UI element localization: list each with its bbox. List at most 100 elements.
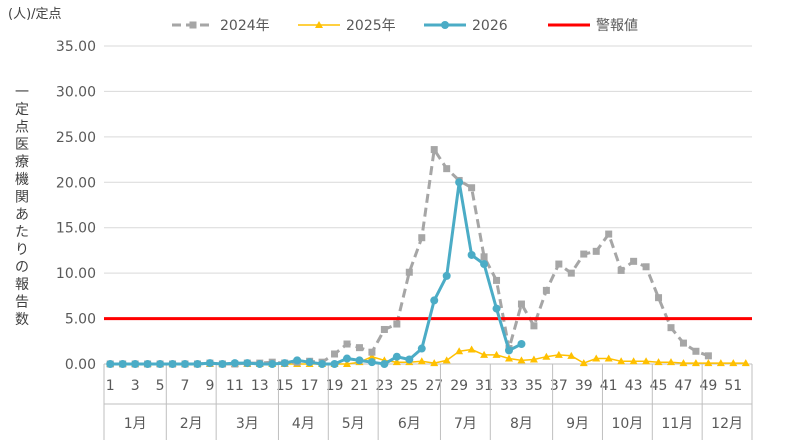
x-tick-label: 43 bbox=[625, 378, 643, 394]
legend-item: 2026 bbox=[424, 18, 508, 34]
y-tick-label: 15.00 bbox=[56, 221, 96, 237]
data-point-2025 bbox=[629, 357, 638, 365]
x-tick-label: 41 bbox=[600, 378, 618, 394]
data-point-2026 bbox=[280, 359, 289, 368]
data-point-2026 bbox=[367, 358, 376, 367]
data-point-2025 bbox=[343, 360, 351, 367]
data-point-2026 bbox=[268, 360, 277, 368]
gridlines bbox=[104, 45, 752, 365]
data-point-2024 bbox=[380, 325, 388, 333]
y-axis-label-char: 告 bbox=[15, 294, 29, 310]
data-point-2026 bbox=[318, 360, 327, 368]
x-tick-label: 9 bbox=[205, 378, 214, 394]
y-tick-label: 20.00 bbox=[56, 175, 96, 191]
data-point-2025 bbox=[704, 359, 713, 367]
x-tick-label: 47 bbox=[675, 378, 693, 394]
legend-swatch-marker bbox=[315, 21, 323, 28]
x-tick-label: 49 bbox=[699, 378, 717, 394]
x-tick-label: 25 bbox=[400, 378, 418, 394]
y-axis-label-char: 療 bbox=[15, 153, 29, 170]
data-point-2024 bbox=[667, 324, 675, 332]
data-point-2025 bbox=[604, 354, 613, 362]
month-label: 1月 bbox=[124, 416, 147, 432]
data-point-2026 bbox=[492, 304, 501, 313]
y-unit-label: (人)/定点 bbox=[8, 7, 62, 22]
month-label: 9月 bbox=[566, 416, 589, 432]
legend-label: 警報値 bbox=[596, 18, 638, 34]
data-point-2026 bbox=[168, 360, 177, 368]
data-point-2026 bbox=[305, 358, 314, 367]
data-point-2024 bbox=[580, 250, 588, 258]
data-point-2024 bbox=[592, 247, 600, 255]
data-point-2026 bbox=[480, 260, 489, 269]
data-point-2025 bbox=[567, 351, 576, 359]
y-tick-label: 25.00 bbox=[56, 130, 96, 146]
y-axis-label-char: の bbox=[15, 259, 29, 275]
data-point-2026 bbox=[330, 360, 339, 368]
y-axis-label-char: あ bbox=[15, 207, 29, 223]
data-point-2025 bbox=[480, 350, 489, 358]
data-point-2025 bbox=[492, 350, 501, 358]
data-point-2026 bbox=[205, 359, 214, 368]
legend: 2024年 2025年 2026 警報値 bbox=[172, 18, 638, 34]
data-point-2026 bbox=[405, 355, 414, 364]
month-label: 2月 bbox=[180, 416, 203, 432]
data-point-2024 bbox=[331, 350, 339, 358]
y-tick-label: 0.00 bbox=[65, 357, 96, 373]
data-point-2024 bbox=[642, 263, 650, 271]
x-tick-label: 11 bbox=[226, 378, 244, 394]
data-point-2025 bbox=[741, 359, 750, 367]
data-point-2026 bbox=[218, 360, 227, 368]
x-tick-label: 29 bbox=[450, 378, 468, 394]
data-point-2025 bbox=[467, 345, 476, 353]
x-tick-label: 5 bbox=[156, 378, 165, 394]
data-point-2025 bbox=[642, 357, 651, 365]
data-point-2025 bbox=[667, 358, 675, 366]
data-point-2024 bbox=[542, 286, 550, 294]
data-point-2024 bbox=[480, 253, 488, 261]
data-point-2025 bbox=[430, 359, 439, 367]
data-point-2024 bbox=[704, 352, 712, 360]
data-point-2026 bbox=[505, 346, 513, 355]
series-layer bbox=[104, 146, 752, 368]
data-point-2024 bbox=[393, 320, 401, 328]
y-tick-label: 35.00 bbox=[56, 39, 96, 55]
data-point-2024 bbox=[692, 347, 700, 355]
data-point-2024 bbox=[468, 184, 476, 192]
data-point-2024 bbox=[355, 344, 363, 352]
data-point-2026 bbox=[430, 296, 439, 305]
data-point-2026 bbox=[380, 360, 389, 368]
data-point-2025 bbox=[542, 352, 551, 360]
x-tick-label: 19 bbox=[326, 378, 344, 394]
data-point-2024 bbox=[655, 294, 663, 302]
data-point-2025 bbox=[679, 359, 688, 367]
data-point-2025 bbox=[654, 358, 663, 366]
series-line bbox=[110, 348, 746, 365]
data-point-2024 bbox=[368, 348, 376, 356]
data-point-2024 bbox=[630, 257, 638, 265]
data-point-2024 bbox=[605, 230, 613, 238]
x-tick-label: 21 bbox=[351, 378, 369, 394]
series-2024 bbox=[106, 146, 712, 368]
legend-label: 2025年 bbox=[346, 18, 396, 34]
data-point-2025 bbox=[691, 359, 700, 367]
data-point-2025 bbox=[579, 359, 588, 367]
x-tick-label: 3 bbox=[131, 378, 140, 394]
data-point-2026 bbox=[517, 340, 526, 349]
data-point-2026 bbox=[417, 344, 426, 353]
data-point-2024 bbox=[530, 322, 538, 330]
x-tick-label: 45 bbox=[650, 378, 668, 394]
y-axis-label-char: 医 bbox=[15, 137, 29, 153]
data-point-2026 bbox=[255, 360, 264, 368]
data-point-2026 bbox=[156, 360, 165, 368]
x-tick-label: 37 bbox=[550, 378, 568, 394]
month-label: 6月 bbox=[398, 416, 421, 432]
data-point-2026 bbox=[467, 250, 476, 259]
data-point-2026 bbox=[355, 356, 364, 365]
legend-item: 2024年 bbox=[172, 18, 270, 34]
data-point-2024 bbox=[567, 269, 575, 277]
y-axis-label-char: り bbox=[15, 242, 29, 258]
x-axis: 1 3 5 7 9 11 13 15 17 19 21 23 25 27 29 31 33 35 37 39 41 43 4… bbox=[103, 363, 753, 440]
